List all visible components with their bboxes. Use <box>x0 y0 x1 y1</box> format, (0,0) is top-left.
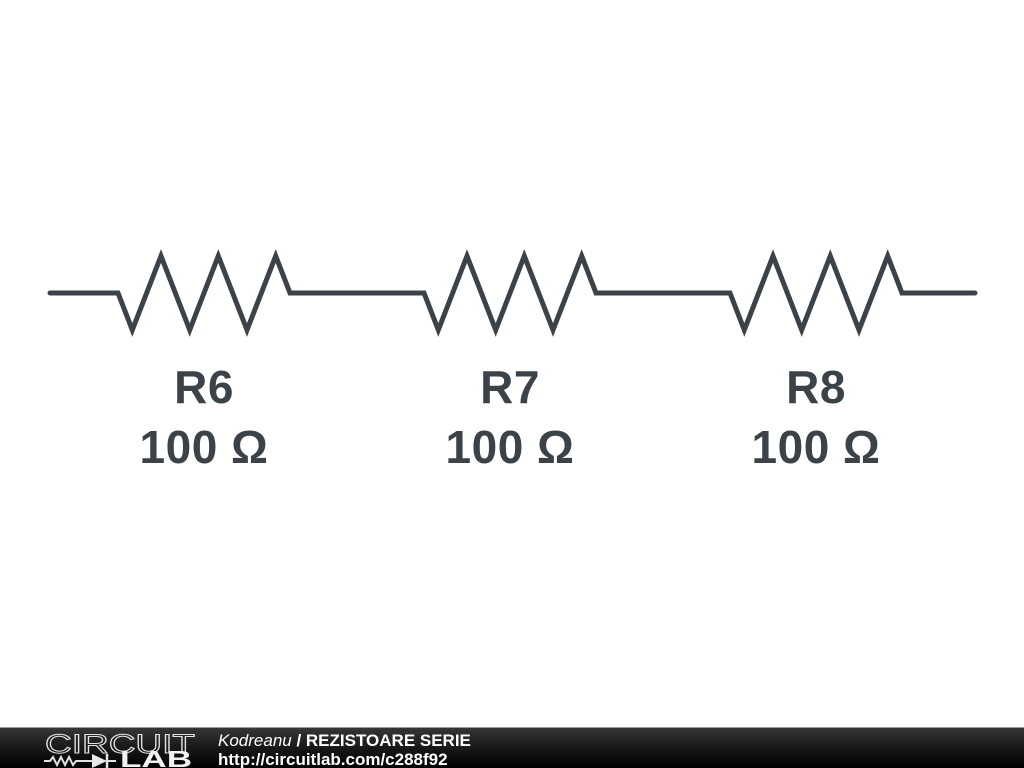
resistor-value: 100 Ω <box>139 421 269 473</box>
resistor-name: R8 <box>786 361 846 413</box>
resistor-name: R6 <box>174 361 234 413</box>
footer-title-line: Kodreanu / REZISTOARE SERIE <box>218 731 471 750</box>
resistor-name: R7 <box>480 361 540 413</box>
resistor-value: 100 Ω <box>751 421 881 473</box>
resistor-label-r7: R7 100 Ω <box>390 357 630 477</box>
circuit-wire-with-resistors <box>47 249 978 337</box>
resistor-label-r6: R6 100 Ω <box>84 357 324 477</box>
resistor-label-r8: R8 100 Ω <box>696 357 936 477</box>
logo-text-circuit: CIRCUIT <box>45 730 195 759</box>
logo-text-lab: LAB <box>120 746 192 768</box>
footer-author: Kodreanu <box>218 731 292 750</box>
footer-attribution: Kodreanu / REZISTOARE SERIE http://circu… <box>218 731 471 768</box>
footer-bar: CIRCUIT LAB Kodreanu / REZISTOARE SERIE … <box>0 727 1024 768</box>
circuitlab-logo-graphic: CIRCUIT LAB <box>44 729 196 768</box>
footer-circuit-title: REZISTOARE SERIE <box>305 731 471 750</box>
footer-separator: / <box>291 731 306 750</box>
resistor-value: 100 Ω <box>445 421 575 473</box>
resistor-diode-icon <box>44 754 116 768</box>
footer-url[interactable]: http://circuitlab.com/c288f92 <box>218 750 448 768</box>
circuitlab-logo: CIRCUIT LAB <box>42 729 242 768</box>
